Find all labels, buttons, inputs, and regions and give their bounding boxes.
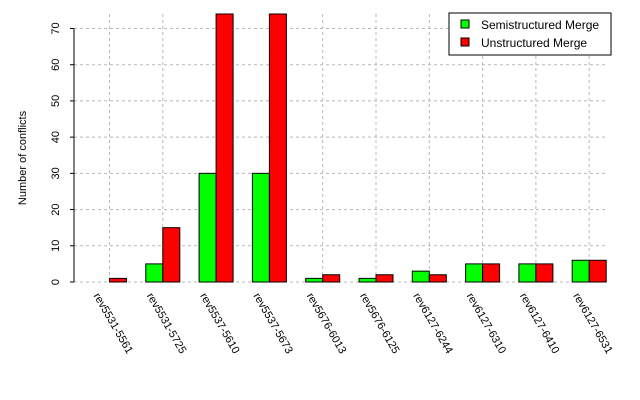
bar-unstructured (588, 259, 607, 283)
y-tick-label: 30 (50, 167, 62, 179)
x-tick-label: rev6127-6310 (464, 291, 508, 356)
x-tick-label: rev5676-6013 (304, 291, 348, 356)
bars (109, 13, 607, 283)
bar-unstructured (215, 13, 234, 283)
y-tick-label: 20 (50, 203, 62, 215)
y-axis-title: Number of conflicts (17, 110, 29, 205)
legend-swatch-semistructured (460, 19, 470, 29)
legend-label-semistructured: Semistructured Merge (481, 18, 599, 32)
bar-unstructured (109, 277, 127, 283)
bar-semistructured (305, 277, 324, 283)
bar-semistructured (251, 172, 270, 283)
y-tick-label: 60 (50, 59, 62, 71)
bar-semistructured (571, 259, 590, 283)
y-tick-label: 70 (50, 22, 62, 34)
bar-semistructured (198, 172, 217, 283)
y-tick-label: 40 (50, 131, 62, 143)
x-tick-label: rev5676-6125 (357, 291, 401, 356)
x-axis: rev5531-5561 rev5531-5725 rev5537-5610 rev5… (91, 291, 615, 356)
bar-unstructured (268, 13, 287, 283)
bar-semistructured (358, 277, 377, 283)
y-tick-label: 10 (50, 240, 62, 252)
bar-semistructured (411, 270, 430, 283)
x-tick-label: rev6127-6410 (517, 291, 561, 356)
bar-semistructured (145, 263, 164, 283)
x-tick-label: rev5531-5561 (91, 291, 135, 356)
x-tick-label: rev5531-5725 (144, 291, 188, 356)
bar-unstructured (535, 263, 554, 283)
y-tick-label: 0 (50, 279, 62, 285)
legend-swatch-unstructured (460, 37, 470, 47)
bar-semistructured (518, 263, 537, 283)
y-tick-label: 50 (50, 95, 62, 107)
legend-label-unstructured: Unstructured Merge (481, 36, 587, 50)
bar-semistructured (465, 263, 484, 283)
bar-unstructured (482, 263, 501, 283)
x-tick-label: rev5537-5673 (251, 291, 295, 356)
bar-unstructured (162, 227, 181, 283)
bar-unstructured (322, 274, 341, 283)
x-tick-label: rev5537-5610 (197, 291, 241, 356)
x-tick-label: rev6127-6244 (410, 291, 454, 356)
bar-unstructured (428, 274, 447, 283)
legend-box (448, 12, 612, 56)
x-tick-label: rev6127-6531 (570, 291, 614, 356)
y-axis: 0 10 20 30 40 50 60 70 (50, 22, 75, 285)
legend: Semistructured Merge Unstructured Merge (448, 12, 612, 56)
bar-unstructured (375, 274, 394, 283)
